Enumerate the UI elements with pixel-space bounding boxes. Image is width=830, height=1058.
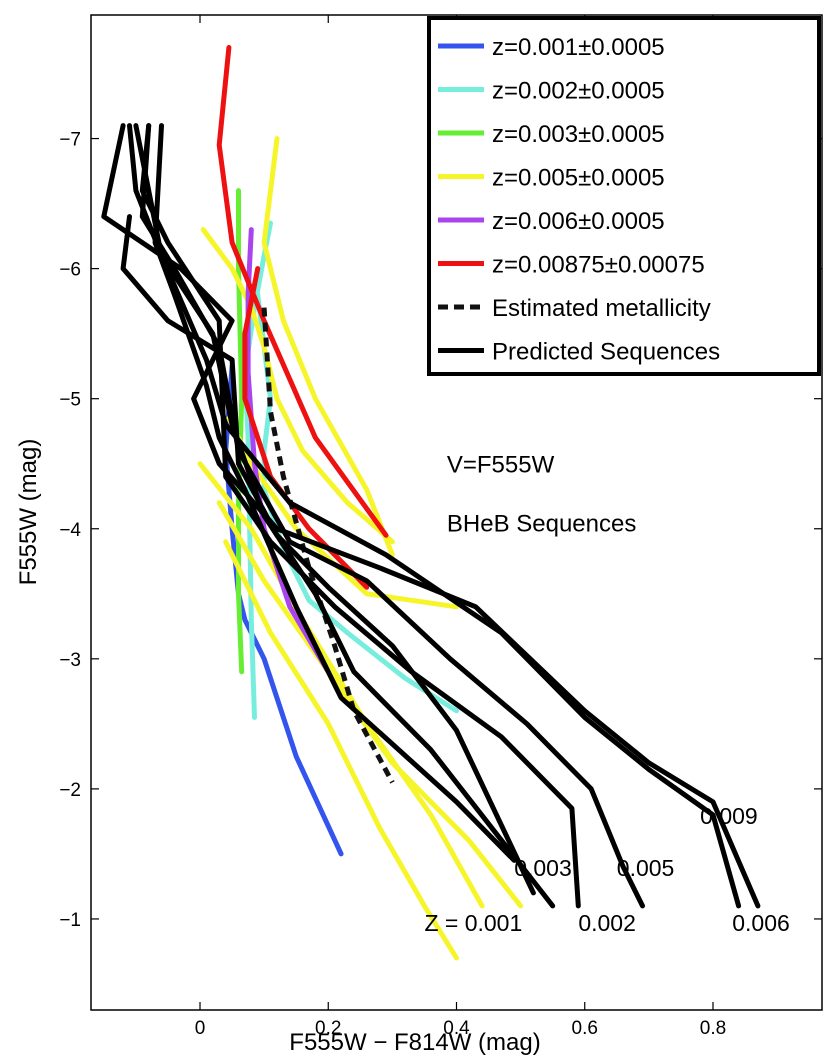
series-layer — [101, 45, 761, 961]
y-tick-label: −7 — [59, 130, 81, 151]
z-label: 0.009 — [700, 803, 758, 829]
legend-label: z=0.006±0.0005 — [492, 208, 665, 235]
legend-label: z=0.00875±0.00075 — [492, 252, 705, 279]
series-line-z-0-006-0-0005 — [245, 227, 331, 675]
legend-label: Estimated metallicity — [492, 295, 711, 322]
z-label: 0.003 — [514, 855, 572, 881]
y-tick-label: −6 — [59, 260, 81, 281]
annotation-v-definition: V=F555W — [447, 452, 555, 479]
y-tick-label: −1 — [59, 910, 81, 931]
x-tick-label: 0.4 — [443, 1018, 470, 1039]
series-line-z-0-005-0-0005 — [223, 539, 459, 961]
x-axis-label: F555W − F814W (mag) — [289, 1029, 540, 1056]
series-line-predicted-sequences — [139, 123, 581, 909]
legend-box — [427, 16, 821, 376]
z-label: 0.006 — [732, 910, 790, 936]
legend-label: z=0.005±0.0005 — [492, 165, 665, 192]
z-label: 0.005 — [617, 855, 675, 881]
annotation-bheb-sequences: BHeB Sequences — [447, 510, 636, 537]
y-tick-label: −4 — [59, 520, 81, 541]
series-line-predicted-sequences — [120, 214, 536, 896]
series-line-z-0-005-0-0005 — [261, 136, 395, 558]
legend-label: Predicted Sequences — [492, 339, 720, 366]
legend-label: z=0.002±0.0005 — [492, 78, 665, 105]
legend-label: z=0.001±0.0005 — [492, 34, 665, 61]
y-axis-label: F555W (mag) — [15, 439, 42, 586]
series-line-z-0-00875-0-00075 — [216, 45, 389, 538]
x-tick-label: 0.6 — [572, 1018, 598, 1039]
y-tick-label: −3 — [59, 650, 81, 671]
x-tick-label: 0 — [195, 1018, 206, 1039]
z-labels-layer: Z = 0.001 0.002 0.003 0.005 0.006 0.009 — [424, 803, 789, 936]
x-tick-label: 0.2 — [315, 1018, 341, 1039]
z-label: 0.002 — [578, 910, 636, 936]
series-line-predicted-sequences — [139, 123, 645, 909]
legend: z=0.001±0.0005 z=0.002±0.0005 z=0.003±0.00… — [427, 16, 821, 376]
y-tick-label: −2 — [59, 780, 81, 801]
series-line-z-0-00875-0-00075 — [242, 266, 370, 590]
z-label: Z = 0.001 — [424, 910, 522, 936]
x-tick-label: 0.8 — [700, 1018, 726, 1039]
series-line-predicted-sequences — [101, 123, 761, 909]
series-line-predicted-sequences — [152, 123, 517, 863]
legend-label: z=0.003±0.0005 — [492, 121, 665, 148]
series-line-z-0-005-0-0005 — [197, 461, 485, 909]
y-tick-label: −5 — [59, 390, 81, 411]
